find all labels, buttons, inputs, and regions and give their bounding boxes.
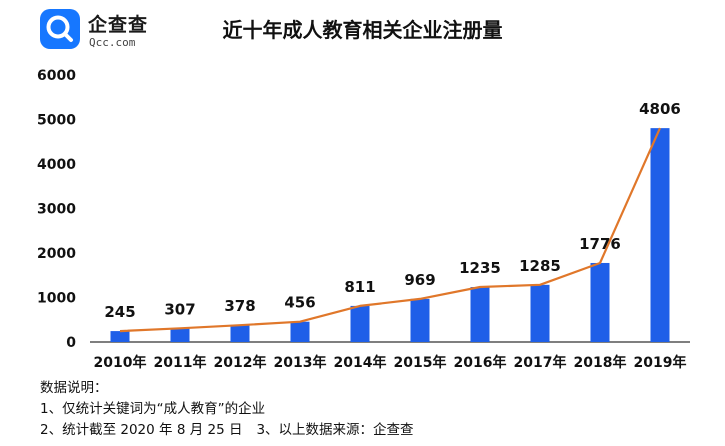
y-tick-label: 1000: [37, 291, 76, 307]
notes-line-2b: 3、以上数据来源：企查查: [256, 422, 414, 438]
x-tick-label: 2010年: [94, 354, 147, 371]
logo-subtitle: Qcc.com: [89, 36, 136, 49]
y-tick-label: 4000: [37, 157, 76, 173]
y-tick-label: 5000: [37, 113, 76, 129]
y-tick-label: 3000: [37, 202, 76, 218]
bar: [290, 321, 310, 342]
data-label: 1285: [519, 257, 561, 275]
x-tick-label: 2013年: [274, 354, 327, 371]
data-label: 378: [224, 297, 255, 315]
data-label: 245: [104, 303, 135, 321]
trend-line: [119, 127, 662, 333]
x-tick-label: 2014年: [334, 354, 387, 371]
bar: [110, 331, 130, 342]
y-tick-label: 6000: [37, 68, 76, 84]
y-tick-label: 2000: [37, 246, 76, 262]
data-label: 456: [284, 294, 315, 312]
x-tick-label: 2016年: [454, 354, 507, 371]
bar: [170, 328, 190, 342]
x-tick-label: 2015年: [394, 354, 447, 371]
data-label: 4806: [639, 100, 681, 118]
notes-line-2: 2、统计截至 2020 年 8 月 25 日 3、以上数据来源：企查查: [40, 420, 414, 441]
chart-title: 近十年成人教育相关企业注册量: [222, 18, 503, 42]
x-tick-label: 2018年: [574, 354, 627, 371]
bar: [590, 262, 610, 342]
data-label: 1776: [579, 235, 621, 253]
x-tick-label: 2011年: [154, 354, 207, 371]
bar: [230, 325, 250, 342]
data-label: 969: [404, 271, 435, 289]
magnifier-search-icon: [40, 9, 80, 49]
notes-heading: 数据说明：: [40, 380, 108, 396]
x-tick-label: 2017年: [514, 354, 567, 371]
bar: [650, 128, 670, 342]
data-label: 811: [344, 278, 375, 296]
data-label: 1235: [459, 259, 501, 277]
bar: [350, 305, 370, 342]
data-notes: 数据说明： 1、仅统计关键词为“成人教育”的企业 2、统计截至 2020 年 8…: [40, 378, 414, 441]
bar: [470, 287, 490, 342]
bar: [410, 298, 430, 342]
x-tick-label: 2012年: [214, 354, 267, 371]
brand-logo: 企查查 Qcc.com: [40, 9, 180, 55]
y-tick-label: 0: [66, 335, 76, 351]
data-label: 307: [164, 300, 195, 318]
notes-line-2a: 2、统计截至 2020 年 8 月 25 日: [40, 422, 243, 438]
logo-name: 企查查: [88, 14, 149, 36]
x-tick-label: 2019年: [634, 354, 687, 371]
notes-line-1: 1、仅统计关键词为“成人教育”的企业: [40, 401, 266, 417]
bar: [530, 284, 550, 342]
